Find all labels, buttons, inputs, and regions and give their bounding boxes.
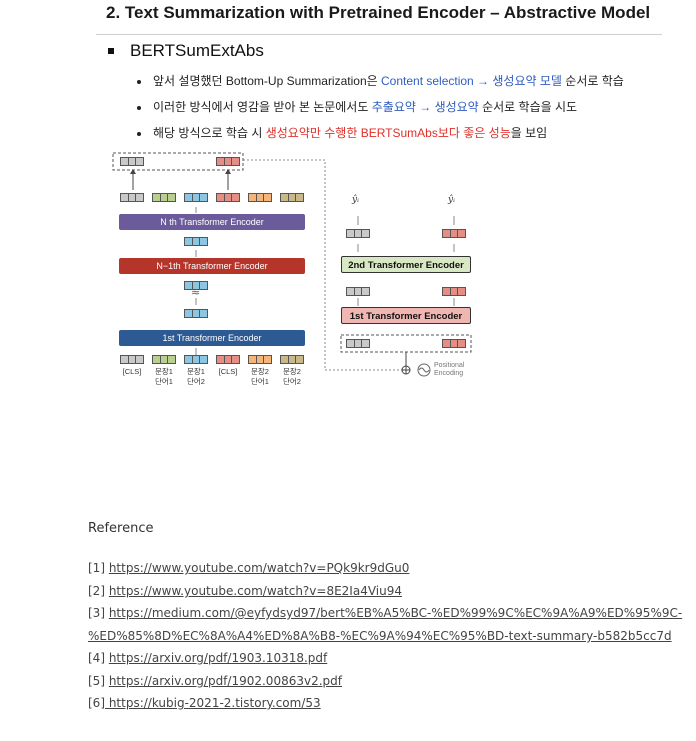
- bertsum-diagram: N th Transformer Encoder N−1th Transform…: [112, 152, 472, 386]
- bullet-dot-icon: [137, 105, 141, 110]
- reference-link[interactable]: https://www.youtube.com/watch?v=8E2Ia4Vi…: [108, 584, 402, 598]
- hidden-cell: [248, 193, 272, 202]
- decoder-hidden-cell: [442, 287, 466, 296]
- slide-subheading: BERTSumExtAbs: [130, 41, 264, 60]
- bullet-text: 해당 방식으로 학습 시: [153, 126, 266, 140]
- token-label: [CLS]: [218, 367, 238, 376]
- token-label: [CLS]: [122, 367, 142, 376]
- bullet-text: 을 보임: [510, 126, 548, 140]
- token-label: 문장1 단어2: [187, 367, 205, 386]
- reference-number: [4]: [88, 651, 105, 665]
- reference-link[interactable]: https://medium.com/@eyfydsyd97/bert%EB%A…: [108, 606, 683, 620]
- reference-item-2: [2] https://www.youtube.com/watch?v=8E2I…: [88, 584, 402, 598]
- reference-item-3-cont: %ED%85%8D%EC%8A%A4%ED%8A%B8-%EC%9A%94%EC…: [88, 629, 672, 643]
- encoder-n-minus-1: N−1th Transformer Encoder: [119, 258, 305, 274]
- reference-link[interactable]: https://www.youtube.com/watch?v=PQk9kr9d…: [108, 561, 410, 575]
- encoder-n: N th Transformer Encoder: [119, 214, 305, 230]
- bullet-dot-icon: [137, 131, 141, 136]
- reference-number: [1]: [88, 561, 105, 575]
- reference-number: [2]: [88, 584, 105, 598]
- decoder-second: 2nd Transformer Encoder: [341, 256, 471, 273]
- bullet-text: 순서로 학습을 시도: [478, 100, 578, 114]
- reference-item-1: [1] https://www.youtube.com/watch?v=PQk9…: [88, 561, 409, 575]
- reference-number: [6]: [88, 696, 105, 710]
- reference-heading: Reference: [88, 521, 154, 536]
- reference-item-4: [4] https://arxiv.org/pdf/1903.10318.pdf: [88, 651, 327, 665]
- square-bullet-icon: [108, 48, 114, 54]
- input-cell: [120, 355, 144, 364]
- reference-item-6: [6] https://kubig-2021-2.tistory.com/53: [88, 696, 321, 710]
- decoder-output-cell: [346, 229, 370, 238]
- decoder-output-cell: [442, 229, 466, 238]
- bullet-text: 이러한 방식에서 영감을 받아 본 논문에서도: [153, 100, 372, 114]
- hidden-cell: [184, 309, 208, 318]
- slide-title: 2. Text Summarization with Pretrained En…: [106, 3, 651, 22]
- reference-link[interactable]: https://arxiv.org/pdf/1903.10318.pdf: [108, 651, 328, 665]
- diagram-connectors: [112, 152, 472, 377]
- hidden-cell: [184, 281, 208, 290]
- hidden-cell: [216, 193, 240, 202]
- bullet-text: 앞서 설명했던 Bottom-Up Summarization은: [153, 74, 381, 88]
- yhat-label: ŷᵢ: [448, 195, 455, 205]
- input-cell: [152, 355, 176, 364]
- input-cell: [184, 355, 208, 364]
- reference-link[interactable]: %ED%85%8D%EC%8A%A4%ED%8A%B8-%EC%9A%94%EC…: [88, 629, 672, 643]
- bullet-text: 순서로 학습: [561, 74, 624, 88]
- reference-item-3: [3] https://medium.com/@eyfydsyd97/bert%…: [88, 606, 682, 620]
- hidden-cell: [184, 193, 208, 202]
- token-label: 문장1 단어1: [155, 367, 173, 386]
- reference-link[interactable]: https://arxiv.org/pdf/1902.00863v2.pdf: [108, 674, 342, 688]
- slide-bullet-2: 이러한 방식에서 영감을 받아 본 논문에서도 추출요약 → 생성요약 순서로 …: [137, 98, 577, 115]
- hidden-cell: [280, 193, 304, 202]
- decoder-input-cell: [442, 339, 466, 348]
- hidden-cell: [120, 193, 144, 202]
- ellipsis-symbol: ≈: [191, 286, 201, 299]
- positional-encoding-label: Positional Encoding: [434, 362, 465, 377]
- slide-bullet-1: 앞서 설명했던 Bottom-Up Summarization은 Content…: [137, 72, 624, 89]
- slide-bullet-3: 해당 방식으로 학습 시 생성요약만 수행한 BERTSumAbs보다 좋은 성…: [137, 124, 547, 141]
- bullet-dot-icon: [137, 79, 141, 84]
- token-label: 문장2 단어2: [283, 367, 301, 386]
- bullet-highlight: 추출요약 → 생성요약: [371, 100, 479, 114]
- reference-number: [3]: [88, 606, 105, 620]
- token-label: 문장2 단어1: [251, 367, 269, 386]
- hidden-cell: [184, 237, 208, 246]
- bullet-highlight: 생성요약만 수행한 BERTSumAbs보다 좋은 성능: [265, 126, 511, 140]
- output-token-cls1: [120, 157, 144, 166]
- encoder-first: 1st Transformer Encoder: [119, 330, 305, 346]
- reference-item-5: [5] https://arxiv.org/pdf/1902.00863v2.p…: [88, 674, 342, 688]
- input-cell: [248, 355, 272, 364]
- decoder-hidden-cell: [346, 287, 370, 296]
- decoder-input-cell: [346, 339, 370, 348]
- reference-number: [5]: [88, 674, 105, 688]
- decoder-first: 1st Transformer Encoder: [341, 307, 471, 324]
- input-cell: [280, 355, 304, 364]
- yhat-label: ŷᵢ: [352, 195, 359, 205]
- title-divider: [96, 34, 662, 35]
- hidden-cell: [152, 193, 176, 202]
- reference-link[interactable]: https://kubig-2021-2.tistory.com/53: [105, 696, 321, 710]
- bullet-highlight: Content selection → 생성요약 모델: [381, 74, 562, 88]
- output-token-cls2: [216, 157, 240, 166]
- input-cell: [216, 355, 240, 364]
